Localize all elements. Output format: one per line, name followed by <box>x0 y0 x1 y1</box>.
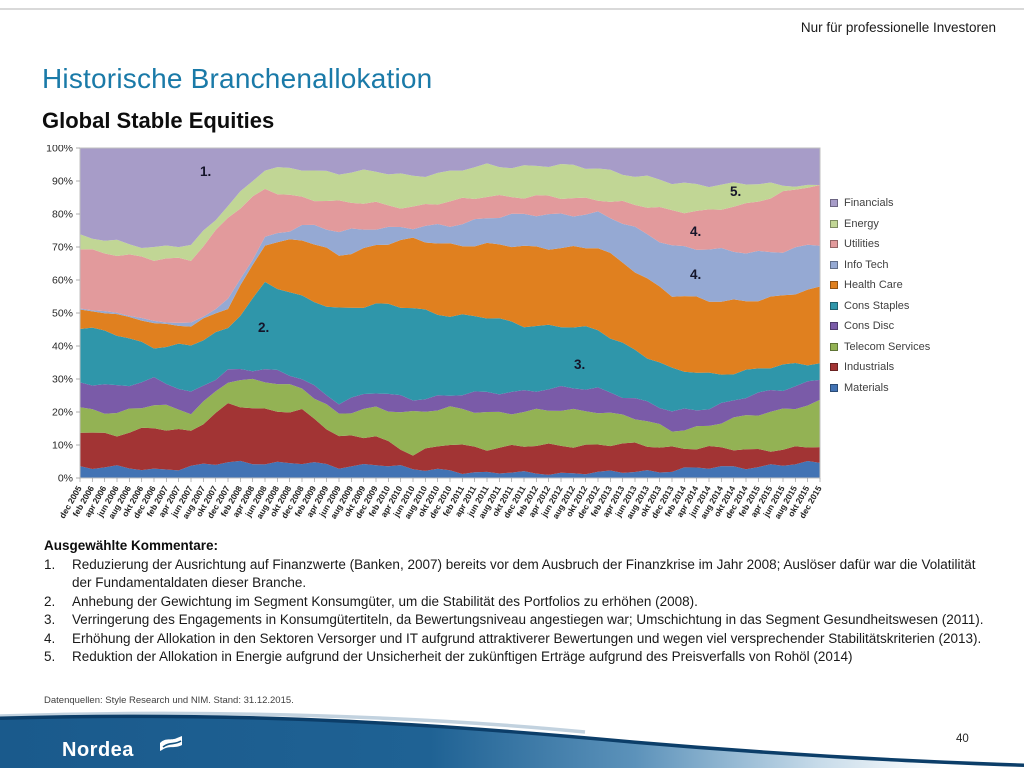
classification-note: Nur für professionelle Investoren <box>800 20 996 35</box>
legend-swatch <box>830 281 838 290</box>
legend-item: Info Tech <box>830 255 930 276</box>
page-number: 40 <box>956 733 969 745</box>
comment-text: Erhöhung der Allokation in den Sektoren … <box>72 630 982 646</box>
comment-text: Anhebung der Gewichtung im Segment Konsu… <box>72 593 698 609</box>
legend-item: Energy <box>830 214 930 235</box>
area-cons-disc <box>80 368 820 432</box>
footer-wave-dark-rim <box>0 714 1024 768</box>
legend-swatch <box>830 240 838 249</box>
legend-swatch <box>830 301 838 310</box>
comments-heading: Ausgewählte Kommentare: <box>44 538 219 553</box>
legend-item: Cons Disc <box>830 316 930 337</box>
y-axis-label: 90% <box>52 176 73 188</box>
y-axis-label: 20% <box>52 407 73 419</box>
allocation-chart: 0% 10% 20% 30% 40% 50% 60% 70% 80% 90% 100% dec 200… <box>45 143 1005 537</box>
stacked-area-chart-canvas: 0%10%20%30%40%50%60%70%80%90%100%dec 200… <box>46 143 824 521</box>
legend-label: Info Tech <box>844 258 889 271</box>
area-energy <box>80 163 820 261</box>
area-info-tech <box>80 211 820 327</box>
chart-annotation: 2. <box>258 320 269 335</box>
legend-label: Cons Staples <box>844 299 910 312</box>
comment-item: 2. Anhebung der Gewichtung im Segment Kon… <box>44 593 989 611</box>
legend-swatch <box>830 322 838 331</box>
chart-annotation: 4. <box>690 267 701 282</box>
area-telecom-services <box>80 378 820 456</box>
comment-number: 2. <box>44 593 56 609</box>
comment-number: 3. <box>44 612 56 628</box>
comment-item: 4. Erhöhung der Allokation in den Sektore… <box>44 630 989 648</box>
legend-item: Materials <box>830 378 930 399</box>
comment-number: 1. <box>44 557 56 572</box>
legend-swatch <box>830 199 838 208</box>
y-axis-label: 70% <box>52 242 73 254</box>
legend-item: Cons Staples <box>830 296 930 317</box>
legend-swatch <box>830 219 838 228</box>
footer-wave: Nordea <box>0 711 1024 768</box>
area-utilities <box>80 184 820 323</box>
legend-label: Materials <box>844 381 889 394</box>
y-axis-label: 0% <box>58 473 73 485</box>
comments-block: Ausgewählte Kommentare: 1. Reduzierung de… <box>44 537 989 666</box>
legend-swatch <box>830 383 838 392</box>
comment-number: 5. <box>44 649 56 665</box>
y-axis-label: 10% <box>52 440 73 452</box>
legend-label: Financials <box>844 197 894 210</box>
y-axis-label: 60% <box>52 275 73 287</box>
footer-wave-highlight <box>0 711 586 734</box>
comment-item: 5. Reduktion der Allokation in Energie au… <box>44 648 989 666</box>
chart-annotation: 5. <box>730 184 741 199</box>
comment-text: Verringerung des Engagements in Konsumgü… <box>72 612 984 628</box>
area-health-care <box>80 237 820 375</box>
y-axis-label: 30% <box>52 374 73 386</box>
legend-item: Health Care <box>830 275 930 296</box>
legend-item: Industrials <box>830 357 930 378</box>
nordea-flag-icon <box>160 736 182 751</box>
page-title: Historische Branchenallokation <box>42 63 433 94</box>
comment-number: 4. <box>44 630 56 646</box>
area-cons-staples <box>80 281 820 412</box>
nordea-wordmark: Nordea <box>62 739 134 761</box>
footer-wave-band <box>0 718 1024 768</box>
y-axis-label: 40% <box>52 341 73 353</box>
comment-text: Reduktion der Allokation in Energie aufg… <box>72 649 853 665</box>
page-subtitle: Global Stable Equities <box>42 108 275 133</box>
chart-annotation: 3. <box>574 357 585 372</box>
y-axis-label: 50% <box>52 308 73 320</box>
comment-text: Reduzierung der Ausrichtung auf Finanzwe… <box>72 557 976 591</box>
legend-swatch <box>830 260 838 269</box>
area-industrials <box>80 403 820 475</box>
chart-annotation: 4. <box>690 224 701 239</box>
legend-label: Cons Disc <box>844 320 895 333</box>
legend-swatch <box>830 363 838 372</box>
slide-top-rule <box>0 8 1024 10</box>
y-axis-label: 100% <box>46 145 73 155</box>
chart-legend: Financials Energy Utilities Info Tech Health… <box>830 193 930 398</box>
area-financials <box>80 148 820 249</box>
legend-swatch <box>830 342 838 351</box>
legend-item: Telecom Services <box>830 337 930 358</box>
source-note: Datenquellen: Style Research und NIM. St… <box>44 695 294 706</box>
legend-label: Telecom Services <box>844 340 931 353</box>
comment-item: 1. Reduzierung der Ausrichtung auf Finanz… <box>44 556 989 593</box>
y-axis-label: 80% <box>52 209 73 221</box>
legend-label: Energy <box>844 217 879 230</box>
nordea-logo: Nordea <box>62 736 182 761</box>
legend-item: Utilities <box>830 234 930 255</box>
legend-label: Industrials <box>844 361 895 374</box>
comments-list: 1. Reduzierung der Ausrichtung auf Finanz… <box>44 556 989 666</box>
legend-label: Utilities <box>844 238 880 251</box>
comment-item: 3. Verringerung des Engagements in Konsum… <box>44 611 989 629</box>
chart-annotation: 1. <box>200 164 211 179</box>
area-materials <box>80 460 820 478</box>
legend-label: Health Care <box>844 279 903 292</box>
legend-item: Financials <box>830 193 930 214</box>
